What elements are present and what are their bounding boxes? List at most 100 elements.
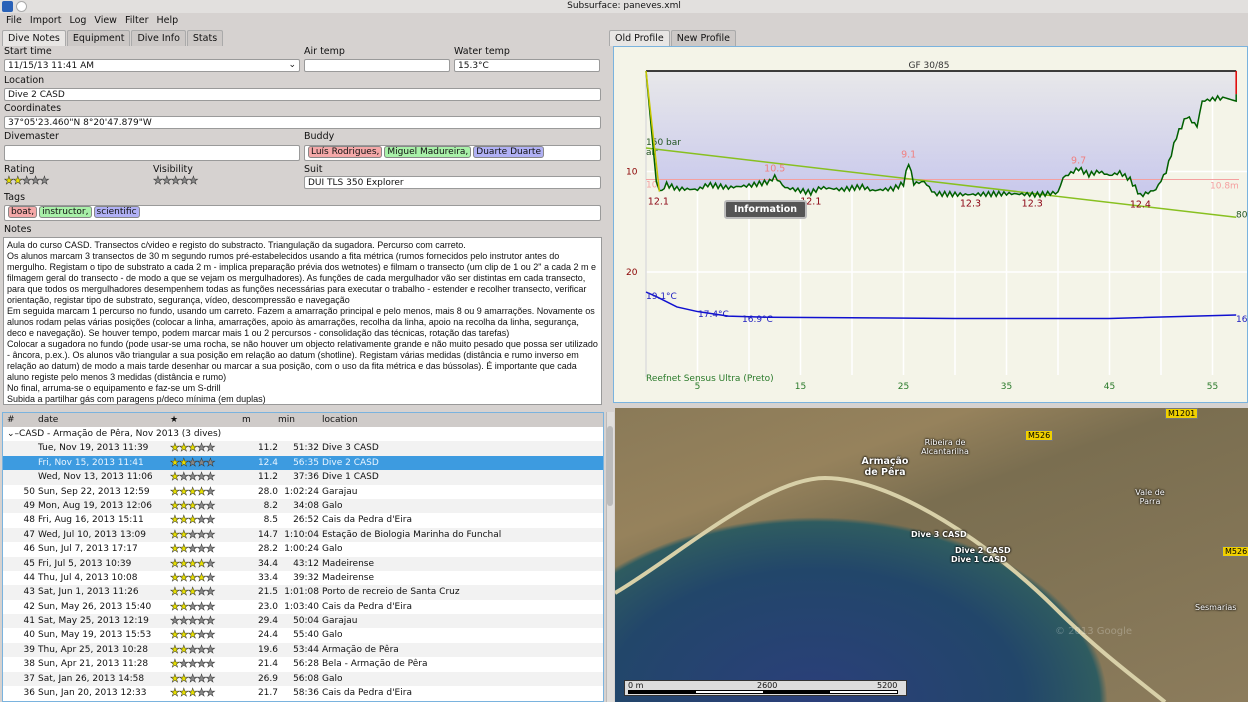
menu-view[interactable]: View — [94, 15, 117, 26]
buddy-chip[interactable]: Duarte Duarte — [473, 146, 544, 158]
dive-depth: 24.4 — [257, 630, 278, 641]
dive-row[interactable]: 36 Sun, Jan 20, 2013 12:33 ★★★★★ 21.7 58:36 C… — [3, 686, 603, 700]
dive-row[interactable]: Tue, Nov 19, 2013 11:39 ★★★★★ 11.2 51:32 Div… — [3, 441, 603, 456]
start-time-value: 11/15/13 11:41 AM — [8, 61, 95, 71]
dive-row[interactable]: 37 Sat, Jan 26, 2013 14:58 ★★★★★ 26.9 56:08 G… — [3, 671, 603, 687]
col-number[interactable]: # — [7, 415, 15, 425]
star-icon: ★ — [196, 470, 206, 484]
dive-map[interactable]: Armação de Pêra Ribeira de Alcantarilha … — [615, 408, 1248, 702]
dive-marker-3[interactable]: Dive 3 CASD — [911, 530, 967, 539]
coordinates-field[interactable]: 37°05'23.460"N 8°20'47.879"W — [4, 116, 601, 129]
star-icon: ★ — [196, 484, 206, 498]
air-temp-label: Air temp — [304, 46, 345, 57]
tab-dive-info[interactable]: Dive Info — [131, 30, 186, 46]
visibility-label: Visibility — [153, 164, 193, 175]
dive-row[interactable]: 39 Thu, Apr 25, 2013 10:28 ★★★★★ 19.6 53:44 A… — [3, 642, 603, 658]
menu-filter[interactable]: Filter — [124, 15, 149, 26]
dive-rating: ★★★★★ — [170, 484, 242, 499]
tag-chip[interactable]: scientific — [93, 206, 140, 218]
tab-stats[interactable]: Stats — [186, 30, 224, 46]
visibility-stars[interactable]: ★★★★★ — [153, 174, 199, 188]
dive-row[interactable]: 48 Fri, Aug 16, 2013 15:11 ★★★★★ 8.5 26:52 Ca… — [3, 513, 603, 527]
depth-label: 12.3 — [960, 199, 981, 210]
dive-rating: ★★★★★ — [170, 441, 242, 455]
time-tick: 15 — [795, 382, 806, 392]
tab-dive-notes[interactable]: Dive Notes — [2, 30, 66, 46]
col-rating[interactable]: ★ — [170, 415, 179, 425]
tab-new-profile[interactable]: New Profile — [670, 30, 736, 46]
tag-chip[interactable]: boat, — [8, 206, 38, 218]
dive-rating: ★★★★★ — [170, 671, 242, 686]
water-temp-field[interactable]: 15.3°C — [454, 59, 600, 72]
col-depth[interactable]: m — [242, 415, 251, 425]
buddy-chip[interactable]: Miguel Madureira, — [384, 146, 472, 158]
star-icon: ★ — [178, 642, 189, 657]
notes-textarea[interactable]: Aula do curso CASD. Transectos c/video e… — [3, 237, 602, 405]
buddy-chip[interactable]: Luís Rodrigues, — [308, 146, 383, 158]
dive-depth: 21.4 — [257, 659, 278, 670]
col-date[interactable]: date — [38, 415, 59, 425]
dive-depth: 33.4 — [257, 572, 278, 583]
dive-row[interactable]: 38 Sun, Apr 21, 2013 11:28 ★★★★★ 21.4 56:28 B… — [3, 657, 603, 671]
air-temp-field[interactable] — [304, 59, 450, 72]
suit-field[interactable]: DUI TLS 350 Explorer — [304, 176, 601, 189]
profile-chart: 5 15 25 35 45 55 10 20 GF 30/85 10.8m 10 150 barair… — [626, 61, 1248, 392]
tab-old-profile[interactable]: Old Profile — [609, 30, 670, 46]
star-icon: ★ — [205, 498, 215, 513]
dive-row[interactable]: 46 Sun, Jul 7, 2013 17:17 ★★★★★ 28.2 1:00:24… — [3, 542, 603, 556]
star-icon: ★ — [178, 527, 189, 541]
dive-profile[interactable]: 5 15 25 35 45 55 10 20 GF 30/85 10.8m 10 150 bar air… — [613, 46, 1248, 403]
star-icon: ★ — [196, 527, 206, 541]
scale-end: 5200 — [877, 681, 898, 690]
app-icon[interactable] — [2, 1, 13, 12]
dive-row[interactable]: 44 Thu, Jul 4, 2013 10:08 ★★★★★ 33.4 39:32 Ma… — [3, 571, 603, 585]
dive-row[interactable]: 40 Sun, May 19, 2013 15:53 ★★★★★ 24.4 55:40 G… — [3, 628, 603, 642]
dive-row[interactable]: 43 Sat, Jun 1, 2013 11:26 ★★★★★ 21.5 1:01:08… — [3, 585, 603, 600]
location-field[interactable]: Dive 2 CASD — [4, 88, 601, 101]
tag-chip[interactable]: instructor, — [39, 206, 92, 218]
window-menu-button[interactable] — [16, 1, 27, 12]
scrollbar-thumb[interactable] — [607, 426, 613, 506]
depth-line — [645, 70, 1237, 199]
dive-row[interactable]: 50 Sun, Sep 22, 2013 12:59 ★★★★★ 28.0 1:02:2… — [3, 484, 603, 499]
star-icon: ★ — [187, 441, 198, 455]
dive-number: 42 — [23, 601, 35, 612]
dive-row[interactable]: 41 Sat, May 25, 2013 12:19 ★★★★★ 29.4 50:04 G… — [3, 614, 603, 629]
dive-row[interactable]: 47 Wed, Jul 10, 2013 13:09 ★★★★★ 14.7 1:10:0… — [3, 527, 603, 543]
col-location[interactable]: location — [322, 415, 358, 425]
dive-location: Madeirense — [322, 572, 375, 583]
information-button[interactable]: Information — [724, 200, 808, 219]
tags-label: Tags — [4, 192, 26, 203]
menu-import[interactable]: Import — [29, 15, 62, 26]
star-icon: ★ — [196, 513, 206, 527]
menu-help[interactable]: Help — [156, 15, 179, 26]
tab-equipment[interactable]: Equipment — [66, 30, 131, 46]
dive-list-scrollbar[interactable] — [606, 412, 614, 702]
col-duration[interactable]: min — [278, 415, 295, 425]
pressure-start-label: 150 bar — [646, 138, 681, 148]
trip-row[interactable]: ⌄– CASD - Armação de Pêra, Nov 2013 (3 di… — [3, 427, 603, 442]
start-time-field[interactable]: 11/15/13 11:41 AM ⌄ — [4, 59, 300, 72]
menu-log[interactable]: Log — [69, 15, 87, 26]
dive-rating: ★★★★★ — [170, 542, 242, 556]
rating-stars[interactable]: ★★★★★ — [4, 174, 50, 188]
dive-duration: 1:01:08 — [284, 587, 319, 598]
collapse-icon[interactable]: ⌄– — [7, 429, 20, 439]
divemaster-field[interactable] — [4, 145, 300, 161]
dive-number: 40 — [23, 630, 35, 641]
depth-label: 12.1 — [800, 197, 821, 208]
dive-row[interactable]: 49 Mon, Aug 19, 2013 12:06 ★★★★★ 8.2 34:08 Ga… — [3, 498, 603, 514]
map-beach — [615, 475, 1167, 702]
tags-field[interactable]: boat, instructor, scientific — [4, 205, 601, 221]
star-icon: ★ — [196, 614, 206, 628]
buddy-field[interactable]: Luís Rodrigues, Miguel Madureira, Duarte D… — [304, 145, 601, 161]
star-icon: ★ — [205, 556, 215, 570]
dive-row[interactable]: 42 Sun, May 26, 2013 15:40 ★★★★★ 23.0 1:03:4… — [3, 599, 603, 614]
dive-row[interactable]: Wed, Nov 13, 2013 11:06 ★★★★★ 11.2 37:36 Div… — [3, 470, 603, 485]
dive-marker-2[interactable]: Dive 2 CASD — [955, 546, 1011, 555]
dive-marker-1[interactable]: Dive 1 CASD — [951, 555, 1007, 564]
dive-row[interactable]: Fri, Nov 15, 2013 11:41 ★★★★★ 12.4 56:35 Div… — [3, 456, 603, 471]
dive-row[interactable]: 45 Fri, Jul 5, 2013 10:39 ★★★★★ 34.4 43:12 Ma… — [3, 556, 603, 571]
map-sea — [615, 408, 1248, 702]
menu-file[interactable]: File — [6, 15, 22, 26]
